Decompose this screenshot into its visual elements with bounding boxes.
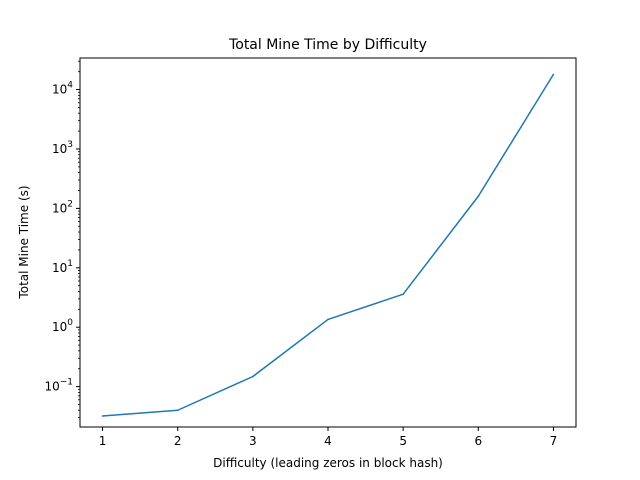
x-axis-title: Difficulty (leading zeros in block hash) xyxy=(213,456,443,470)
x-tick-label: 2 xyxy=(174,434,182,448)
x-tick-label: 4 xyxy=(324,434,332,448)
y-tick-label: 102 xyxy=(52,199,73,215)
data-point xyxy=(101,415,104,417)
y-tick-label: 100 xyxy=(52,318,73,334)
x-tick-label: 3 xyxy=(249,434,257,448)
data-point xyxy=(477,195,480,198)
data-point xyxy=(176,409,179,412)
y-tick-label: 104 xyxy=(52,81,73,97)
y-tick-label: 103 xyxy=(52,140,73,156)
data-point xyxy=(252,375,254,378)
data-point xyxy=(552,73,555,76)
data-point xyxy=(402,293,404,295)
y-tick-label: 101 xyxy=(52,259,73,275)
chart-title: Total Mine Time by Difficulty xyxy=(228,37,427,53)
x-tick-label: 6 xyxy=(474,434,482,448)
x-tick-label: 1 xyxy=(99,434,107,448)
y-axis-title: Total Mine Time (s) xyxy=(17,185,31,299)
x-tick-label: 7 xyxy=(550,434,558,448)
data-point xyxy=(327,318,329,321)
x-tick-label: 5 xyxy=(399,434,407,448)
y-tick-label: 10−1 xyxy=(44,378,73,394)
plot-area xyxy=(101,73,555,417)
